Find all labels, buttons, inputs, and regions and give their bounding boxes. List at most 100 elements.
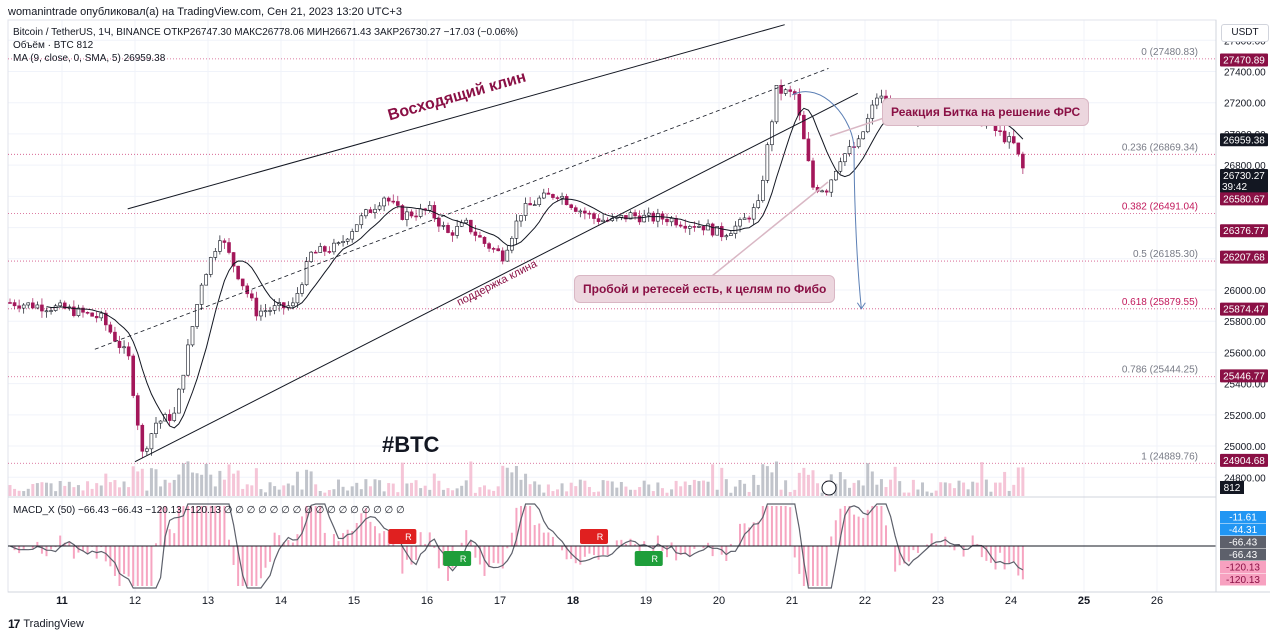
price-axis: 27600.0027400.0027200.0027000.0026800.00…	[1215, 20, 1280, 592]
volume-bar	[464, 480, 468, 496]
signal-label: R	[460, 554, 467, 564]
macd-tag	[1220, 511, 1266, 523]
symbol-legend[interactable]: Bitcoin / TetherUS, 1Ч, BINANCE ОТКР2674…	[13, 27, 519, 38]
candle-body	[62, 302, 67, 309]
volume-bar	[200, 474, 204, 496]
candle-body	[21, 304, 26, 309]
price-tag-label: 26376.77	[1223, 226, 1265, 237]
macd-histogram-bar	[894, 546, 897, 572]
candle-body	[76, 307, 81, 316]
macd-histogram-bar	[241, 546, 244, 586]
volume-bar	[17, 490, 21, 496]
currency-button[interactable]: USDT	[1221, 24, 1269, 42]
macd-histogram-bar	[615, 540, 618, 546]
volume-bar	[191, 472, 194, 496]
candle-body	[555, 197, 560, 199]
price-tick-label: 24800.00	[1224, 473, 1266, 484]
volume-bar	[989, 491, 993, 496]
volume-bar	[560, 483, 564, 496]
volume-bar	[747, 491, 751, 496]
candle-body	[861, 131, 865, 140]
candle-body	[628, 212, 633, 220]
volume-bar	[806, 474, 810, 496]
volume-bar	[879, 479, 883, 496]
volume-bar	[962, 482, 966, 496]
volume-bar	[177, 474, 181, 496]
fed-reaction-note[interactable]: Реакция Битка на решение ФРС	[882, 98, 1090, 126]
macd-histogram-bar	[483, 546, 486, 576]
volume-bar	[775, 461, 778, 496]
macd-histogram-bar	[132, 546, 135, 586]
price-tag-label: 26959.38	[1223, 135, 1265, 146]
price-tag-label: 26580.67	[1223, 194, 1265, 205]
volume-bar	[797, 472, 801, 496]
volume-bar	[907, 492, 911, 496]
volume-bar	[131, 466, 135, 496]
macd-histogram-bar	[22, 546, 25, 550]
candle-body	[250, 293, 254, 299]
candle-body	[510, 238, 514, 251]
volume-bar	[40, 482, 44, 496]
candle-body	[441, 225, 446, 227]
volume-bar	[99, 485, 103, 496]
macd-histogram-bar	[524, 506, 527, 546]
macd-histogram-bar	[351, 531, 354, 546]
macd-histogram-bar	[780, 506, 783, 546]
macd-histogram-bar	[437, 546, 440, 569]
candle-body	[856, 138, 861, 148]
candle-body	[491, 248, 496, 250]
candle-body	[601, 219, 605, 222]
volume-bar	[259, 489, 263, 496]
buy-signal-badge	[443, 551, 472, 566]
volume-bar	[624, 486, 628, 496]
macd-histogram-bar	[752, 522, 755, 546]
macd-histogram-bar	[875, 506, 878, 546]
price-tag	[1220, 369, 1268, 383]
macd-histogram-bar	[145, 546, 148, 586]
macd-histogram-bar	[816, 546, 819, 586]
volume-bar	[314, 484, 318, 496]
volume-bar	[943, 482, 947, 496]
candle-body	[473, 231, 478, 236]
candle-body	[797, 93, 802, 116]
candle-body	[519, 215, 523, 222]
volume-bar	[181, 463, 185, 496]
macd-histogram-bar	[501, 546, 504, 569]
macd-histogram-bar	[529, 506, 532, 546]
macd-histogram-bar	[469, 541, 472, 546]
macd-legend[interactable]: MACD_X (50) −66.43 −66.43 −120.13 −120.1…	[13, 505, 405, 516]
macd-histogram-bar	[839, 508, 842, 546]
lightning-icon	[821, 480, 837, 496]
volume-bar	[72, 487, 76, 496]
candle-body	[240, 278, 245, 287]
volume-bar	[90, 488, 94, 496]
candle-body	[583, 210, 587, 214]
time-tick-label: 15	[348, 595, 360, 607]
candle-body	[1016, 142, 1021, 155]
volume-bar	[419, 488, 423, 496]
candle-body	[181, 374, 186, 390]
volume-bar	[788, 492, 792, 496]
candle-body	[222, 240, 227, 243]
volume-legend[interactable]: Объём · BTC 812	[13, 40, 94, 51]
macd-histogram-bar	[369, 521, 372, 546]
volume-bar	[391, 483, 395, 496]
macd-histogram-bar	[410, 546, 413, 565]
volume-bar	[537, 484, 541, 496]
volume-bar	[601, 480, 605, 496]
breakout-note[interactable]: Пробой и ретесей есть, к целям по Фибо	[574, 275, 836, 303]
tradingview-footer[interactable]: 17 TradingView	[8, 617, 84, 631]
candle-body	[204, 274, 208, 286]
volume-bar	[1016, 467, 1020, 496]
candlesticks	[8, 79, 1025, 458]
candle-body	[669, 218, 674, 223]
volume-bar	[692, 479, 696, 496]
volume-bar	[496, 486, 500, 496]
ma-legend[interactable]: MA (9, close, 0, SMA, 5) 26959.38	[13, 53, 166, 64]
volume-bar	[154, 469, 158, 496]
wedge-upper-line	[127, 24, 785, 210]
candle-body	[865, 118, 870, 133]
volume-bar	[606, 480, 610, 496]
volume-bar	[638, 487, 642, 496]
